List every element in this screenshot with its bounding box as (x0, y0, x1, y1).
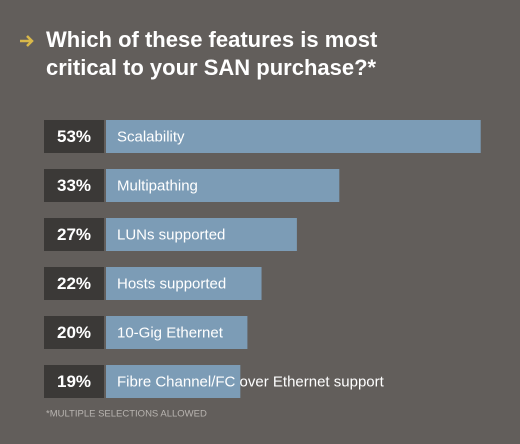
value-label: 53% (57, 127, 91, 146)
arrow-icon (20, 35, 34, 47)
value-label: 20% (57, 323, 91, 342)
value-box (44, 218, 104, 251)
bar (106, 267, 262, 300)
category-label: Scalability (117, 128, 185, 145)
value-label: 33% (57, 176, 91, 195)
value-box (44, 267, 104, 300)
bar (106, 120, 481, 153)
bar (106, 365, 241, 398)
category-label: 10-Gig Ethernet (117, 324, 224, 341)
value-label: 19% (57, 372, 91, 391)
bar (106, 316, 248, 349)
category-label: Hosts supported (117, 275, 226, 292)
value-label: 27% (57, 225, 91, 244)
value-box (44, 120, 104, 153)
category-label: Fibre Channel/FC over Ethernet support (117, 373, 385, 390)
value-box (44, 169, 104, 202)
value-box (44, 316, 104, 349)
value-label: 22% (57, 274, 91, 293)
bar (106, 218, 297, 251)
bar (106, 169, 340, 202)
chart-title: Which of these features is most critical… (46, 27, 378, 80)
category-label: LUNs supported (117, 226, 225, 243)
footnote: *MULTIPLE SELECTIONS ALLOWED (46, 409, 207, 420)
value-box (44, 365, 104, 398)
category-label: Multipathing (117, 177, 198, 194)
